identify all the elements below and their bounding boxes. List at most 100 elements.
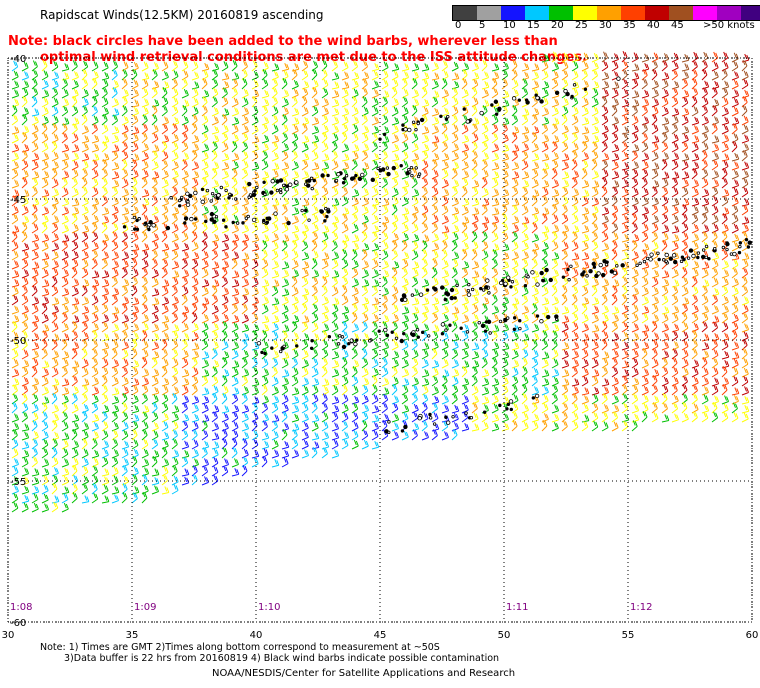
wind-barb — [41, 233, 50, 243]
wind-barb — [31, 223, 39, 234]
wind-barb — [731, 161, 740, 171]
wind-barb — [251, 386, 260, 396]
wind-barb — [731, 367, 739, 378]
wind-barb — [211, 340, 219, 351]
wind-barb — [361, 394, 369, 405]
wind-barb — [251, 204, 258, 216]
wind-barb — [361, 296, 370, 306]
wind-barb — [471, 366, 478, 378]
wind-barb — [141, 87, 149, 99]
wind-barb — [531, 421, 539, 432]
wind-barb — [141, 303, 149, 315]
quality-flag-circle — [510, 280, 515, 284]
wind-barb — [671, 123, 678, 135]
wind-barb — [651, 269, 660, 279]
wind-barb — [511, 231, 518, 243]
wind-barb — [231, 60, 238, 72]
wind-barb — [641, 347, 648, 360]
wind-barb — [321, 114, 329, 126]
wind-barb — [151, 249, 158, 261]
wind-barb — [391, 402, 399, 414]
wind-barb — [521, 186, 529, 198]
wind-barb — [421, 358, 429, 369]
wind-barb — [141, 313, 149, 324]
quality-flag-circle — [570, 94, 574, 99]
wind-barb — [201, 222, 208, 234]
quality-flag-circle — [686, 256, 691, 260]
wind-barb — [271, 414, 280, 423]
quality-flag-circle — [569, 264, 573, 269]
wind-barb — [621, 420, 629, 432]
quality-flag-circle — [278, 178, 284, 183]
quality-flag-circle — [744, 237, 749, 242]
wind-barb — [141, 123, 148, 135]
wind-barb — [31, 493, 39, 504]
wind-barb — [651, 348, 658, 360]
wind-barb — [711, 377, 720, 387]
wind-barb — [641, 177, 648, 189]
wind-barb — [451, 114, 458, 126]
wind-barb — [531, 332, 540, 342]
wind-barb — [441, 169, 449, 180]
wind-barb — [171, 213, 178, 225]
wind-barb — [161, 377, 170, 387]
wind-barb — [71, 330, 78, 342]
wind-barb — [581, 214, 589, 225]
wind-barb — [211, 392, 218, 405]
wind-barb — [101, 206, 110, 216]
wind-barb — [301, 421, 309, 432]
wind-barb — [91, 492, 99, 504]
wind-barb — [641, 249, 648, 261]
wind-barb — [411, 78, 418, 90]
wind-barb — [661, 278, 670, 288]
wind-barb — [661, 195, 669, 207]
wind-barb — [661, 117, 670, 126]
wind-barb — [541, 134, 550, 144]
quality-flag-circle — [263, 192, 267, 197]
wind-barb — [31, 60, 38, 72]
wind-barb — [41, 313, 49, 324]
wind-barb — [591, 158, 598, 171]
wind-barb — [451, 340, 459, 351]
wind-barb — [531, 178, 539, 189]
wind-barb — [361, 205, 369, 216]
wind-barb — [221, 80, 230, 90]
wind-barb — [21, 457, 29, 468]
wind-barb — [441, 248, 448, 261]
wind-barb — [121, 330, 128, 342]
quality-flag-circle — [416, 174, 421, 179]
wind-barb — [81, 152, 90, 162]
wind-barb — [251, 457, 259, 468]
wind-barb — [731, 97, 739, 108]
wind-barb — [461, 267, 469, 279]
wind-barb — [431, 402, 438, 414]
wind-barb — [161, 267, 168, 279]
wind-barb — [151, 411, 159, 423]
wind-barb — [381, 402, 388, 414]
wind-barb — [331, 150, 338, 162]
wind-barb — [371, 214, 379, 225]
quality-flag-circle — [286, 220, 291, 226]
wind-barb — [461, 365, 468, 378]
wind-barb — [711, 357, 719, 369]
wind-barb — [621, 341, 630, 351]
wind-barb — [541, 386, 549, 396]
wind-barb — [571, 359, 579, 369]
quality-flag-circle — [477, 321, 481, 325]
wind-barb — [561, 241, 569, 252]
wind-barb — [681, 125, 690, 135]
wind-barb — [571, 125, 580, 135]
wind-barb — [11, 168, 19, 180]
wind-barb — [701, 224, 710, 234]
wind-barb — [61, 88, 69, 99]
wind-barb — [291, 332, 299, 342]
wind-barb — [101, 404, 110, 414]
wind-barb — [151, 268, 159, 279]
wind-barb — [381, 387, 390, 396]
wind-barb — [731, 341, 740, 351]
wind-barb — [81, 338, 88, 351]
wind-barb — [81, 214, 89, 225]
wind-barb — [611, 321, 618, 333]
wind-barb — [431, 395, 440, 405]
wind-barb — [591, 52, 599, 63]
